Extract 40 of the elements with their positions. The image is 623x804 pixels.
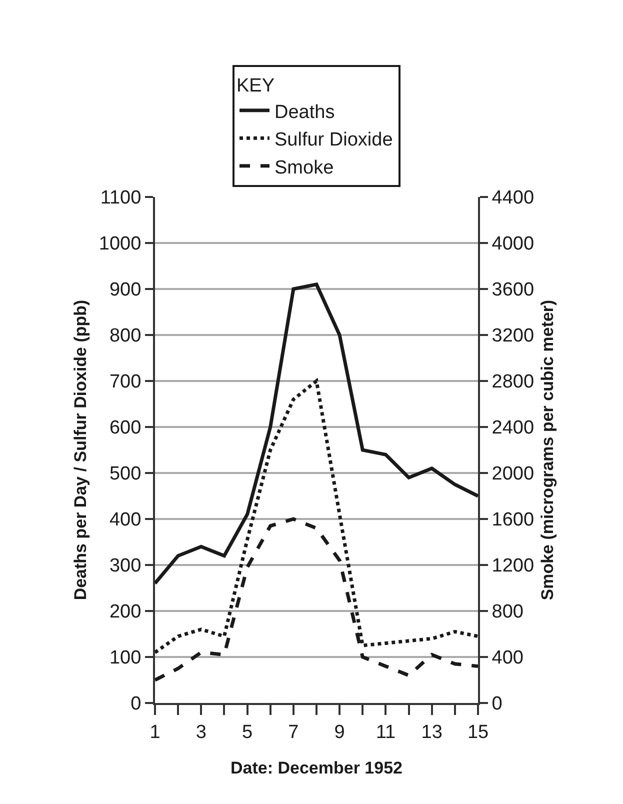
x-tick-label: 9: [334, 722, 345, 743]
x-tick-label: 7: [288, 722, 299, 743]
x-tick-label: 5: [242, 722, 253, 743]
y-axis-title: Deaths per Day / Sulfur Dioxide (ppb): [70, 300, 90, 600]
y2-axis-title: Smoke (micrograms per cubic meter): [538, 300, 557, 600]
y2-tick-label: 1600: [492, 510, 534, 531]
y2-tick-label: 2400: [492, 418, 534, 439]
y-tick-label: 700: [109, 372, 142, 393]
legend-label: Sulfur Dioxide: [274, 130, 393, 151]
legend-label: Deaths: [274, 102, 335, 123]
x-axis-title: Date: December 1952: [230, 758, 402, 778]
x-tick-label: 15: [467, 722, 489, 743]
y2-tick-label: 4000: [492, 234, 534, 255]
x-tick-label: 11: [376, 722, 396, 743]
y-tick-label: 300: [109, 556, 142, 577]
y2-tick-label: 2000: [492, 464, 534, 485]
y-tick-label: 0: [130, 694, 142, 715]
y-tick-label: 600: [109, 418, 142, 439]
y2-tick-label: 1200: [492, 556, 534, 577]
y2-tick-label: 3200: [492, 326, 534, 347]
y2-tick-label: 4400: [492, 188, 534, 209]
line-series: [155, 282, 478, 586]
y-tick-label: 900: [109, 280, 142, 301]
y-tick-label: 200: [109, 602, 142, 623]
y-tick-label: 1100: [100, 188, 142, 209]
y2-tick-label: 800: [492, 602, 524, 623]
y-tick-label: 1000: [98, 234, 142, 255]
legend-label: Smoke: [274, 157, 334, 178]
y-tick-label: 100: [109, 648, 142, 669]
y2-tick-label: 400: [492, 648, 524, 669]
x-tick-label: 3: [196, 722, 206, 743]
y-tick-label: 800: [109, 326, 142, 347]
y-tick-label: 500: [109, 464, 142, 485]
x-tick-label: 13: [421, 722, 442, 743]
x-tick-label: 1: [150, 722, 160, 743]
y2-tick-label: 0: [492, 694, 502, 715]
y-tick-label: 400: [109, 510, 142, 531]
legend-title: KEY: [236, 76, 275, 97]
y2-tick-label: 2800: [492, 372, 534, 393]
y2-tick-label: 3600: [492, 280, 534, 301]
